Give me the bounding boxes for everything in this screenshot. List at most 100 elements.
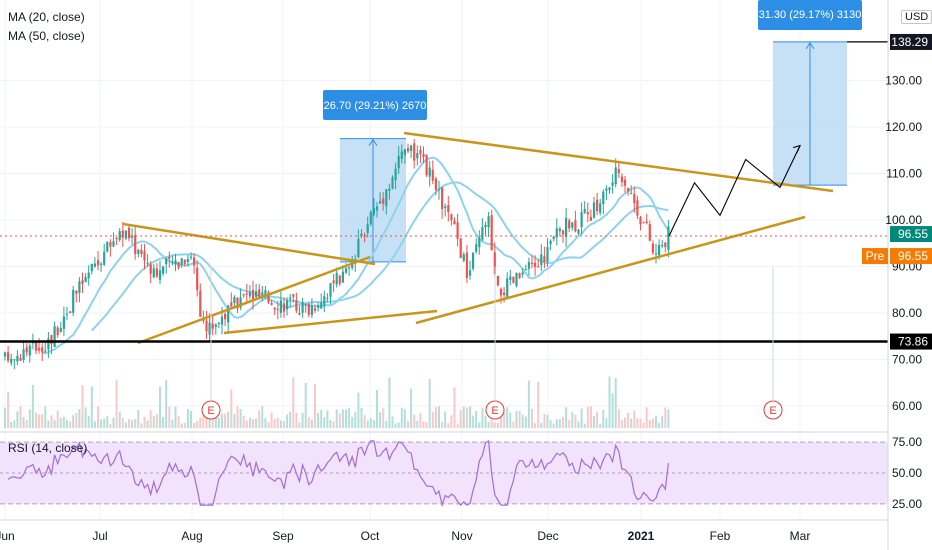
candle-body [47, 338, 50, 350]
volume-bar [565, 407, 568, 428]
volume-bar [264, 418, 267, 428]
candle-body [555, 228, 558, 238]
candle-body [397, 155, 400, 169]
volume-bar [493, 422, 496, 428]
volume-bar [534, 423, 537, 428]
volume-bar [475, 410, 478, 428]
legend-ma20[interactable]: MA (20, close) [8, 10, 85, 24]
volume-bar [630, 418, 633, 428]
volume-bar [78, 408, 81, 428]
candle-body [558, 228, 561, 232]
price-tick: 80.00 [892, 306, 922, 320]
candle-body [189, 256, 193, 258]
candle-body [416, 153, 419, 159]
candle-body [264, 290, 267, 296]
volume-bar [193, 422, 196, 428]
volume-bar [276, 417, 279, 428]
legend-ma50[interactable]: MA (50, close) [8, 29, 85, 43]
candle-body [310, 305, 313, 315]
candle-body [611, 182, 614, 186]
volume-bar [664, 407, 667, 428]
projection-boxes: 26.70 (29.21%) 2670 31.30 (29.17%) 3130 [323, 0, 888, 263]
candle-body [549, 240, 552, 245]
candle-body [158, 270, 162, 280]
volume-bar [4, 407, 6, 428]
volume-bar [558, 419, 561, 428]
volume-bar [599, 423, 602, 428]
volume-bar [568, 419, 571, 428]
candle-body [205, 320, 208, 332]
time-tick: Jun [0, 529, 15, 543]
candle-body [53, 326, 56, 347]
candle-body [317, 305, 320, 308]
candle-body [444, 206, 447, 208]
candle-body [363, 235, 366, 237]
volume-bar [25, 420, 28, 428]
volume-bar [655, 415, 657, 428]
projection-box-2-arrowhead [805, 42, 815, 50]
candle-body [239, 297, 242, 308]
price-tick: 110.00 [886, 167, 922, 181]
volume-bar [258, 410, 261, 428]
volume-bar [596, 411, 599, 428]
volume-bar [518, 410, 521, 428]
candle-body [41, 347, 44, 353]
candle-body [596, 199, 599, 212]
candle-body [326, 297, 329, 299]
volume-bar [326, 410, 329, 428]
volume-bar [301, 412, 304, 428]
volume-bar [165, 379, 168, 428]
support-price-badge: 73.86 [898, 335, 928, 349]
candle-body [503, 292, 506, 296]
volume-bar [413, 414, 416, 428]
price-tick: 130.00 [885, 74, 922, 88]
candle-body [344, 268, 348, 273]
candle-body [115, 237, 118, 239]
volume-bar [605, 418, 608, 428]
volume-bar [543, 413, 546, 428]
candle-body [413, 143, 416, 161]
candle-body [174, 260, 177, 265]
legend-rsi[interactable]: RSI (14, close) [8, 441, 88, 455]
current-price-badge: 96.55 [898, 227, 928, 241]
volume-bar [465, 407, 468, 428]
volume-bar [66, 420, 68, 428]
volume-bar [159, 386, 161, 428]
candle-body [279, 300, 282, 313]
volume-bar [580, 408, 583, 428]
price-tick: 100.00 [885, 213, 922, 227]
candle-body [506, 278, 509, 298]
candle-body [7, 352, 10, 361]
volume-bar [134, 418, 137, 428]
volume-bar [469, 406, 471, 428]
candle-body [335, 272, 338, 285]
candle-body [81, 280, 84, 284]
candle-body [599, 203, 602, 213]
currency-label[interactable]: USD [901, 10, 932, 24]
candle-body [245, 293, 248, 295]
volume-bar [137, 410, 140, 428]
volume-bar [298, 422, 301, 428]
volume-bar [16, 411, 19, 428]
candle-body [481, 227, 484, 240]
candle-body [360, 233, 363, 236]
volume-bar [636, 418, 639, 428]
candle-body [38, 347, 41, 351]
candle-body [425, 154, 428, 176]
volume-bar [661, 416, 664, 428]
candle-body [428, 167, 431, 177]
volume-bar [624, 417, 626, 428]
support-price-badge-bg [890, 333, 932, 350]
candle-body [298, 313, 301, 315]
candle-body [301, 302, 304, 313]
volume-bar [162, 417, 165, 428]
volume-bar [205, 417, 208, 428]
candle-body [518, 273, 521, 278]
volume-bar [109, 423, 112, 428]
candle-body [372, 208, 375, 215]
volume-bar [81, 385, 84, 428]
volume-bar [314, 384, 316, 428]
candle-body [146, 262, 149, 264]
volume-bar [273, 418, 276, 428]
